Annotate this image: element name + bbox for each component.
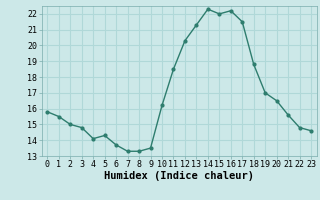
X-axis label: Humidex (Indice chaleur): Humidex (Indice chaleur) <box>104 171 254 181</box>
